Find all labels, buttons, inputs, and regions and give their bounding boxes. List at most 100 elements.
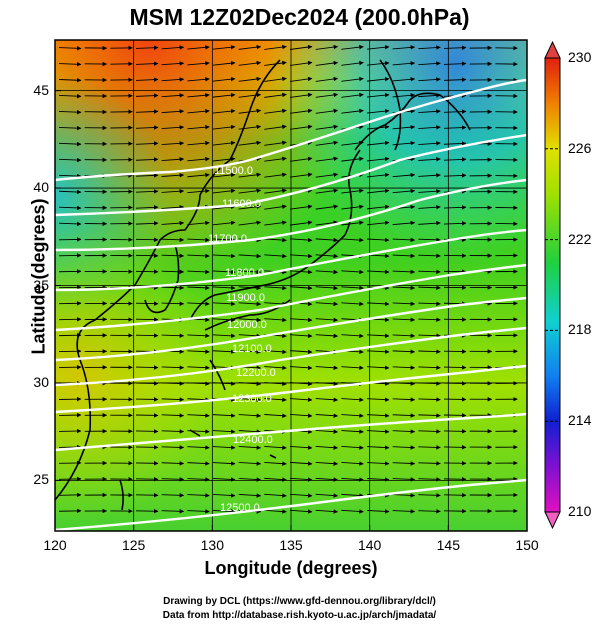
- wind-vector: [392, 413, 416, 418]
- contour-label: 12500.0: [220, 502, 260, 514]
- x-tick-label: 145: [436, 537, 460, 553]
- wind-vector: [187, 93, 210, 98]
- wind-vector: [187, 45, 210, 50]
- wind-vector: [187, 61, 210, 66]
- wind-vector: [187, 269, 210, 275]
- wind-vector: [212, 140, 236, 146]
- wind-vector: [443, 141, 467, 146]
- wind-vector: [238, 445, 262, 450]
- wind-vector: [443, 109, 467, 114]
- wind-vector: [238, 317, 262, 323]
- wind-vector: [366, 204, 390, 210]
- wind-vector: [341, 477, 364, 482]
- wind-vector: [418, 509, 441, 514]
- wind-vector: [135, 109, 159, 114]
- wind-vector: [366, 397, 390, 402]
- wind-vector: [289, 397, 313, 402]
- wind-vector: [289, 445, 313, 450]
- wind-vector: [264, 253, 287, 259]
- y-tick-label: 30: [33, 373, 49, 390]
- colorbar-tick-label: 222: [568, 230, 592, 247]
- wind-vector: [187, 172, 210, 178]
- wind-vector: [392, 509, 416, 514]
- wind-vector: [315, 108, 339, 114]
- wind-vector: [161, 45, 185, 50]
- wind-vector: [212, 237, 236, 243]
- wind-vector: [212, 108, 236, 114]
- wind-vector: [341, 509, 364, 514]
- wind-vector: [418, 477, 441, 482]
- height-contours: [55, 78, 527, 531]
- wind-vector: [392, 301, 416, 307]
- wind-vector: [264, 509, 287, 514]
- wind-vector: [212, 92, 236, 98]
- contour-label: 11800.0: [225, 267, 264, 279]
- wind-vector: [315, 461, 339, 466]
- wind-vector: [366, 76, 390, 82]
- wind-vector: [212, 172, 236, 178]
- wind-vector: [341, 140, 364, 146]
- wind-vector: [392, 45, 416, 50]
- wind-vector: [58, 61, 82, 67]
- wind-vector: [212, 269, 236, 275]
- wind-vector: [289, 124, 313, 130]
- wind-vector: [264, 140, 287, 146]
- wind-vector: [315, 237, 339, 243]
- wind-vector: [392, 349, 416, 354]
- credit-data: Data from http://database.rish.kyoto-u.a…: [162, 610, 437, 621]
- wind-vector: [212, 301, 236, 307]
- wind-vector: [161, 509, 185, 514]
- wind-vector: [392, 477, 416, 482]
- wind-vector: [161, 477, 185, 482]
- wind-vector: [161, 237, 185, 243]
- wind-vector: [135, 157, 159, 162]
- wind-vector: [264, 493, 287, 498]
- wind-vector: [341, 333, 364, 339]
- wind-vector: [187, 349, 210, 354]
- wind-vector: [58, 189, 82, 195]
- wind-vector: [264, 365, 287, 371]
- wind-vector: [392, 445, 416, 450]
- wind-vector: [238, 269, 262, 275]
- wind-vector: [58, 125, 82, 131]
- wind-vector: [341, 493, 364, 498]
- wind-vector: [418, 285, 441, 290]
- wind-vector: [443, 61, 467, 66]
- wind-vector: [161, 301, 185, 306]
- wind-vector: [264, 285, 287, 291]
- wind-vector: [392, 429, 416, 434]
- wind-vector: [418, 365, 441, 370]
- wind-vector: [289, 204, 313, 210]
- wind-vector: [161, 381, 185, 386]
- wind-vector: [392, 493, 416, 498]
- wind-vector: [341, 60, 364, 66]
- wind-vector: [289, 477, 313, 482]
- wind-vector: [238, 60, 262, 66]
- x-tick-label: 150: [515, 537, 539, 553]
- wind-vector: [315, 76, 339, 82]
- colorbar-tick-label: 226: [568, 139, 592, 156]
- wind-vector: [238, 349, 262, 355]
- wind-vector: [161, 188, 185, 194]
- wind-vector: [392, 269, 416, 275]
- wind-vector: [366, 477, 390, 482]
- wind-vector: [418, 141, 441, 146]
- colorbar-bottom-arrow: [544, 511, 561, 530]
- wind-vector: [161, 285, 185, 290]
- wind-vector: [418, 445, 441, 450]
- wind-vector: [135, 189, 159, 194]
- wind-vector: [341, 285, 364, 291]
- wind-vector: [264, 44, 287, 50]
- wind-vector: [341, 365, 364, 371]
- wind-vector: [58, 141, 82, 147]
- x-tick-label: 130: [200, 537, 224, 553]
- wind-vector: [187, 461, 210, 466]
- wind-vector: [58, 221, 82, 227]
- wind-vector: [366, 140, 390, 146]
- wind-vector: [418, 461, 441, 466]
- wind-vector: [212, 445, 236, 450]
- wind-vector: [418, 173, 441, 178]
- wind-vector: [315, 253, 339, 259]
- wind-vector: [289, 156, 313, 162]
- wind-vector: [289, 92, 313, 98]
